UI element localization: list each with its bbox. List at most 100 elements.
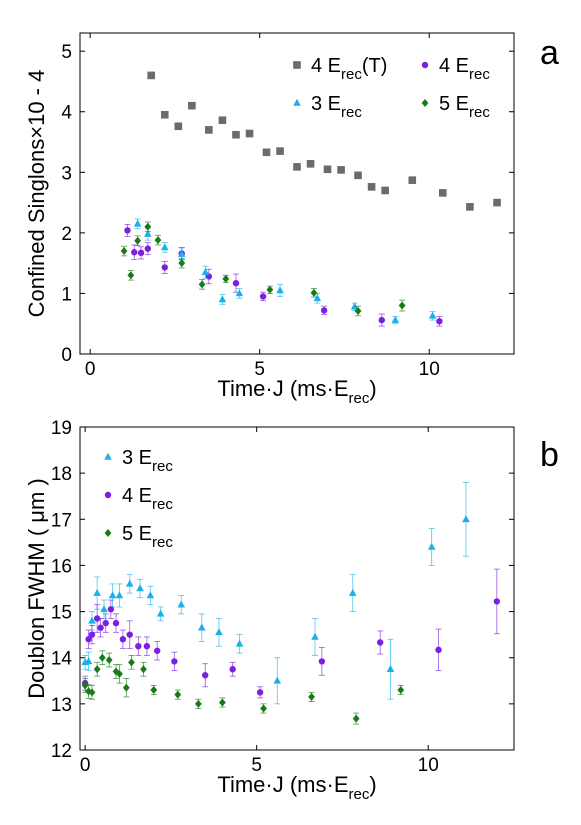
- legend-sub: rec: [341, 66, 362, 83]
- y-tick-label: 14: [51, 649, 73, 670]
- x-tick-label: 0: [85, 359, 96, 380]
- data-point: [188, 101, 196, 110]
- data-point: [320, 307, 328, 314]
- data-point: [293, 163, 301, 171]
- data-point: [194, 699, 202, 708]
- data-point: [318, 658, 326, 665]
- data-point: [105, 656, 113, 665]
- data-point: [222, 274, 230, 283]
- y-tick-label: 12: [51, 741, 72, 762]
- data-point: [381, 186, 389, 195]
- x-axis-label-sub: rec: [349, 786, 370, 803]
- data-point: [229, 666, 236, 673]
- legend-sub: rec: [469, 66, 490, 83]
- y-axis-label: Confined Singlons×10 - 4: [24, 70, 49, 318]
- data-point: [144, 229, 152, 237]
- data-point: [174, 690, 182, 699]
- y-tick-label: 1: [61, 284, 72, 305]
- data-point: [436, 318, 443, 325]
- data-point: [134, 236, 142, 245]
- y-tick-label: 0: [61, 345, 72, 366]
- data-point: [232, 130, 240, 139]
- data-point: [323, 165, 332, 174]
- series-circle: [81, 568, 501, 699]
- data-point: [108, 591, 117, 599]
- legend-marker: [104, 452, 112, 460]
- data-point: [120, 247, 128, 256]
- data-point: [100, 605, 108, 613]
- data-point: [144, 222, 152, 231]
- data-point: [115, 591, 124, 599]
- legend-sub: rec: [469, 104, 490, 121]
- x-axis-label-main: Time·J (ms·E: [217, 376, 348, 401]
- legend-marker: [104, 529, 112, 537]
- data-point: [408, 176, 417, 184]
- legend-marker: [293, 98, 301, 106]
- data-point: [127, 271, 135, 280]
- legend-sub: rec: [152, 534, 173, 551]
- data-point: [259, 293, 267, 300]
- series-diamond: [120, 221, 406, 317]
- y-tick-label: 18: [51, 464, 72, 485]
- plot-frame: [79, 32, 515, 355]
- data-point: [266, 285, 274, 294]
- data-point: [313, 294, 322, 302]
- x-tick-label: 10: [418, 755, 439, 776]
- data-point: [276, 147, 284, 155]
- legend-label: 4 Erec: [439, 55, 490, 83]
- data-point: [232, 279, 240, 287]
- data-point: [367, 183, 376, 191]
- data-point: [137, 249, 145, 257]
- x-tick-label: 5: [254, 359, 265, 380]
- data-point: [198, 280, 206, 289]
- data-point: [435, 646, 442, 654]
- data-point: [397, 686, 405, 695]
- y-tick-label: 2: [61, 224, 72, 245]
- legend-label: 3 Erec: [122, 447, 173, 475]
- legend-marker: [421, 61, 429, 69]
- data-point: [85, 636, 92, 643]
- data-point: [131, 249, 138, 256]
- data-point: [174, 122, 183, 131]
- data-point: [201, 268, 210, 276]
- panel-label: a: [540, 34, 559, 72]
- legend-tail: (T): [362, 55, 388, 77]
- series-circle: [124, 223, 443, 327]
- panel-label: b: [540, 436, 559, 474]
- legend-sub: rec: [152, 458, 173, 475]
- data-point: [350, 302, 359, 310]
- data-point: [276, 286, 284, 294]
- data-point: [256, 689, 264, 696]
- data-point: [428, 311, 437, 319]
- legend-name: 4 E: [439, 55, 469, 77]
- legend-name: 3 E: [122, 447, 152, 469]
- data-point: [136, 584, 144, 592]
- plot-frame: [79, 426, 515, 751]
- data-point: [215, 628, 223, 636]
- x-axis-label-main: Time·J (ms·E: [217, 772, 348, 797]
- data-point: [160, 110, 169, 119]
- data-point: [154, 236, 162, 245]
- x-axis-label: Time·J (ms·Erec): [217, 772, 376, 803]
- data-point: [337, 166, 345, 174]
- x-axis-label: Time·J (ms·Erec): [217, 376, 376, 407]
- data-point: [88, 688, 96, 697]
- x-axis-label-tail: ): [369, 772, 376, 797]
- data-point: [218, 116, 227, 125]
- x-tick-label: 5: [251, 755, 262, 776]
- data-point: [218, 295, 227, 303]
- data-point: [235, 289, 244, 297]
- legend-sub: rec: [341, 104, 362, 121]
- data-point: [126, 631, 133, 638]
- data-point: [85, 687, 92, 696]
- y-tick-label: 16: [51, 556, 72, 577]
- data-point: [135, 642, 142, 650]
- data-point: [171, 658, 178, 665]
- data-point: [308, 692, 315, 701]
- data-point: [378, 316, 385, 324]
- y-axis-label: Doublon FWHM ( μm ): [24, 478, 49, 698]
- data-point: [98, 653, 106, 662]
- data-point: [235, 639, 244, 647]
- y-tick-label: 13: [51, 695, 72, 716]
